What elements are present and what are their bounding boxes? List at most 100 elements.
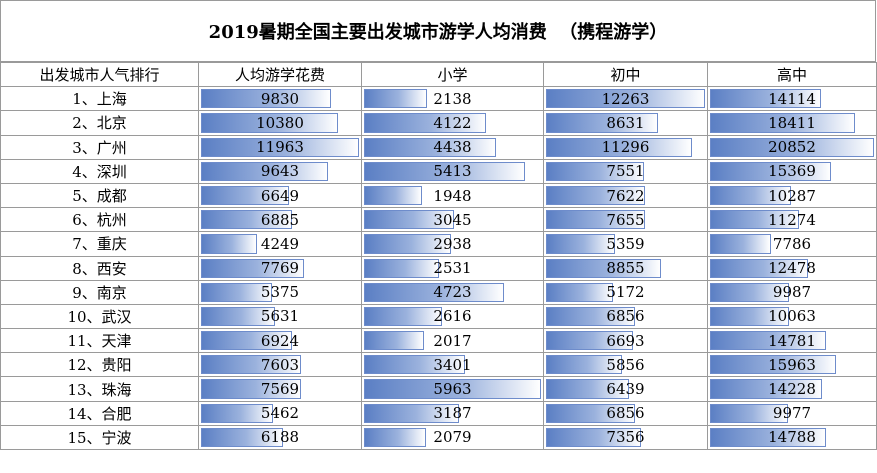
primary-bar xyxy=(364,258,440,278)
city-rank-cell: 14、合肥 xyxy=(0,400,199,426)
junior-high-value: 8855 xyxy=(606,259,645,278)
city-rank-cell: 7、重庆 xyxy=(0,231,199,257)
city-rank-cell: 1、上海 xyxy=(0,86,199,112)
value-cell: 9643 xyxy=(198,158,362,184)
junior-high-bar xyxy=(546,113,658,133)
primary-value: 3187 xyxy=(433,404,472,423)
junior-high-bar xyxy=(546,355,622,375)
avg-spend-value: 10380 xyxy=(256,113,304,132)
header-city-rank: 出发城市人气排行 xyxy=(0,61,199,88)
senior-high-bar xyxy=(710,258,809,278)
junior-high-value: 7622 xyxy=(606,186,645,205)
value-cell: 7786 xyxy=(707,231,877,257)
value-cell: 15963 xyxy=(707,352,877,378)
senior-high-value: 14788 xyxy=(768,428,816,447)
avg-spend-value: 6885 xyxy=(260,210,300,229)
senior-high-value: 10063 xyxy=(768,307,816,326)
primary-bar xyxy=(364,89,428,109)
value-cell: 6188 xyxy=(198,424,362,451)
value-cell: 4438 xyxy=(361,134,544,160)
primary-value: 3401 xyxy=(433,355,472,374)
table-row: 1、上海 9830 2138 12263 14114 xyxy=(0,86,877,112)
junior-high-value: 7551 xyxy=(606,162,645,181)
primary-value: 3045 xyxy=(433,210,472,229)
junior-high-value: 12263 xyxy=(601,89,650,108)
data-table: 出发城市人气排行 人均游学花费 小学 初中 高中 1、上海 9830 2138 122… xyxy=(0,61,877,451)
senior-high-bar xyxy=(710,137,874,157)
primary-value: 2531 xyxy=(433,259,472,278)
primary-value: 4723 xyxy=(433,283,472,302)
value-cell: 14781 xyxy=(707,328,877,354)
junior-high-bar xyxy=(546,161,644,181)
junior-high-bar xyxy=(546,258,661,278)
table-row: 5、成都 6649 1948 7622 10287 xyxy=(0,182,877,209)
value-cell: 6885 xyxy=(198,207,362,233)
junior-high-bar xyxy=(546,403,635,423)
header-primary: 小学 xyxy=(361,61,544,88)
city-rank-cell: 3、广州 xyxy=(0,134,199,160)
value-cell: 20852 xyxy=(707,134,877,160)
senior-high-value: 11274 xyxy=(768,210,816,229)
senior-high-value: 7786 xyxy=(772,234,812,253)
city-rank-cell: 9、南京 xyxy=(0,279,199,305)
header-senior-high: 高中 xyxy=(707,61,877,88)
avg-spend-bar xyxy=(201,210,292,230)
value-cell: 9977 xyxy=(707,400,877,426)
avg-spend-bar xyxy=(201,403,274,423)
table-row: 3、广州 11963 4438 11296 20852 xyxy=(0,134,877,160)
junior-high-value: 6856 xyxy=(606,307,645,326)
senior-high-bar xyxy=(710,113,855,133)
value-cell: 18411 xyxy=(707,110,877,136)
table-row: 4、深圳 9643 5413 7551 15369 xyxy=(0,158,877,184)
city-rank-cell: 15、宁波 xyxy=(0,424,199,451)
table-row: 12、贵阳 7603 3401 5856 15963 xyxy=(0,352,877,378)
table-row: 13、珠海 7569 5963 6439 14228 xyxy=(0,376,877,402)
value-cell: 2531 xyxy=(361,255,544,281)
value-cell: 6924 xyxy=(198,328,362,354)
value-cell: 5375 xyxy=(198,279,362,305)
header-junior-high: 初中 xyxy=(543,61,708,88)
primary-bar xyxy=(364,113,487,133)
primary-value: 2138 xyxy=(433,89,472,108)
value-cell: 3401 xyxy=(361,352,544,378)
value-cell: 12478 xyxy=(707,255,877,281)
avg-spend-value: 6924 xyxy=(260,331,300,350)
junior-high-value: 6693 xyxy=(606,331,645,350)
city-rank-cell: 6、杭州 xyxy=(0,207,199,233)
value-cell: 7622 xyxy=(543,182,708,209)
value-cell: 7603 xyxy=(198,352,362,378)
senior-high-value: 15963 xyxy=(768,355,816,374)
avg-spend-bar xyxy=(201,306,276,327)
header-avg-spend: 人均游学花费 xyxy=(198,61,362,88)
senior-high-value: 18411 xyxy=(768,113,816,132)
primary-value: 1948 xyxy=(433,186,472,205)
avg-spend-value: 6188 xyxy=(260,428,300,447)
primary-bar xyxy=(364,379,541,399)
senior-high-bar xyxy=(710,355,836,375)
primary-bar xyxy=(364,137,496,157)
city-rank-cell: 8、西安 xyxy=(0,255,199,281)
primary-bar xyxy=(364,234,452,254)
avg-spend-bar xyxy=(201,355,302,375)
table-row: 10、武汉 5631 2616 6856 10063 xyxy=(0,303,877,330)
senior-high-value: 9987 xyxy=(772,283,812,302)
junior-high-bar xyxy=(546,137,693,157)
avg-spend-value: 5631 xyxy=(260,307,300,326)
value-cell: 2079 xyxy=(361,424,544,451)
primary-bar xyxy=(364,355,465,375)
value-cell: 5963 xyxy=(361,376,544,402)
avg-spend-bar xyxy=(201,89,331,109)
senior-high-value: 12478 xyxy=(768,259,816,278)
junior-high-bar xyxy=(546,89,705,109)
value-cell: 4249 xyxy=(198,231,362,257)
value-cell: 5631 xyxy=(198,303,362,330)
avg-spend-value: 7769 xyxy=(260,259,300,278)
junior-high-bar xyxy=(546,379,630,399)
senior-high-value: 20852 xyxy=(768,138,816,157)
table-row: 9、南京 5375 4723 5172 9987 xyxy=(0,279,877,305)
junior-high-value: 5359 xyxy=(606,234,645,253)
senior-high-bar xyxy=(710,331,827,351)
table-row: 7、重庆 4249 2938 5359 7786 xyxy=(0,231,877,257)
value-cell: 14228 xyxy=(707,376,877,402)
